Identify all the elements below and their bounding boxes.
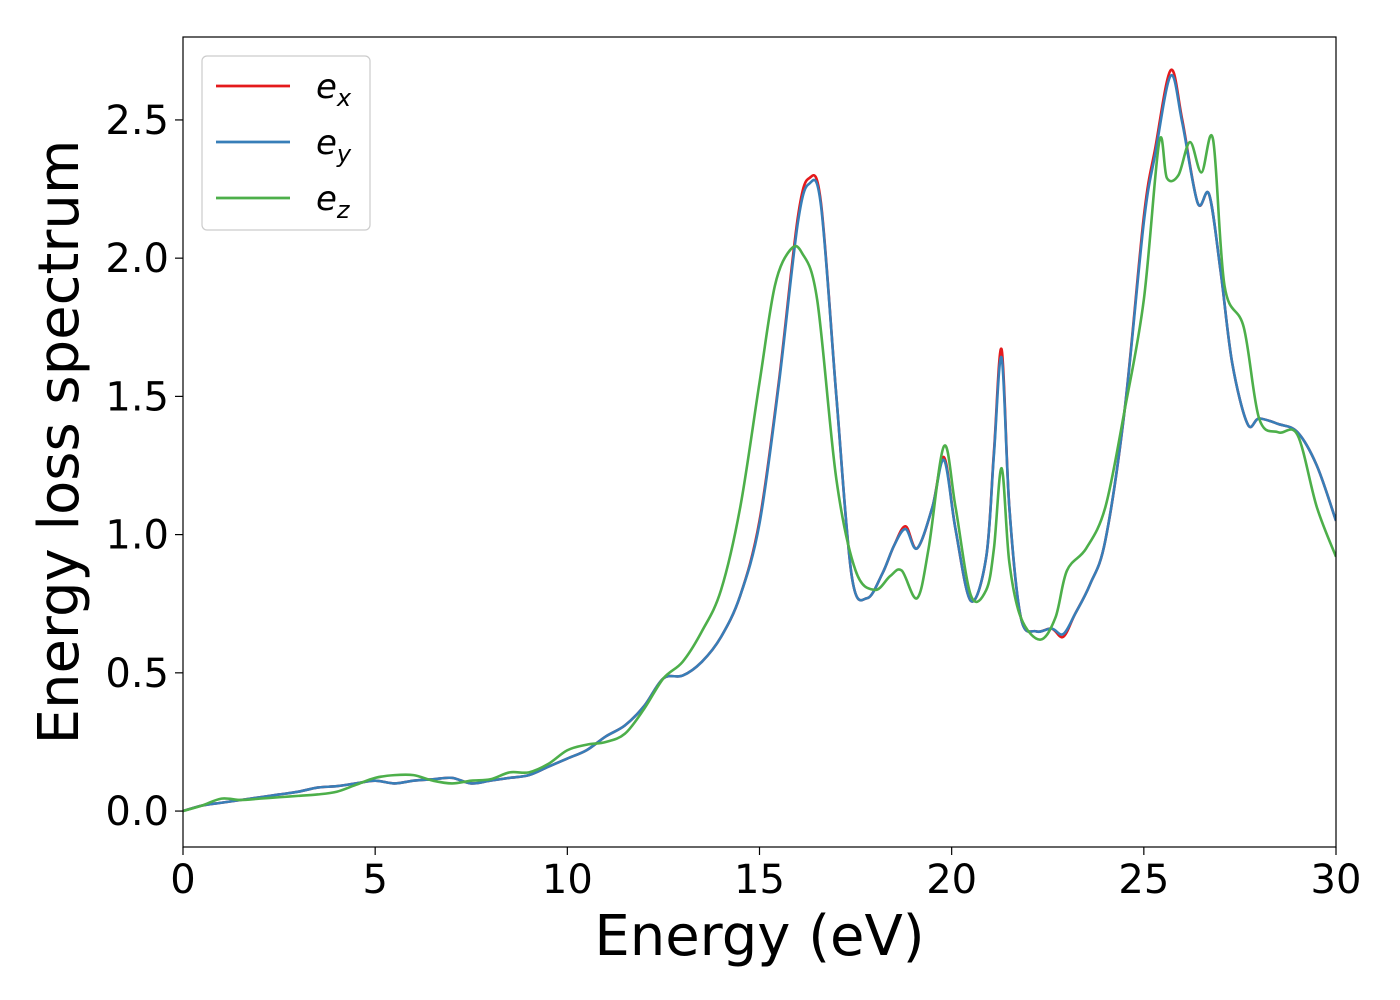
- y-tick-label: 1.0: [105, 513, 169, 559]
- x-tick-label: 15: [734, 857, 785, 903]
- x-tick-label: 5: [362, 857, 387, 903]
- y-tick-label: 2.0: [105, 236, 169, 282]
- series-line-z: [183, 134, 1336, 813]
- legend: ex ey ez: [201, 55, 371, 231]
- x-tick-label: 30: [1311, 857, 1362, 903]
- legend-label-z: ez: [316, 179, 351, 224]
- y-tick-label: 1.5: [105, 374, 169, 420]
- legend-label-y: ey: [316, 123, 352, 168]
- x-tick-label: 25: [1118, 857, 1169, 903]
- x-tick-label: 20: [926, 857, 977, 903]
- y-tick-label: 2.5: [105, 98, 169, 144]
- y-tick-label: 0.0: [105, 789, 169, 835]
- x-axis-title: Energy (eV): [594, 904, 924, 969]
- y-axis: 0.0 0.5 1.0 1.5 2.0 2.5: [105, 98, 183, 835]
- y-tick-label: 0.5: [105, 651, 169, 697]
- x-tick-label: 0: [170, 857, 195, 903]
- x-axis: 0 5 10 15 20 25 30: [170, 847, 1361, 903]
- legend-label-x: ex: [316, 67, 352, 112]
- y-axis-title: Energy loss spectrum: [27, 140, 92, 745]
- x-tick-label: 10: [542, 857, 593, 903]
